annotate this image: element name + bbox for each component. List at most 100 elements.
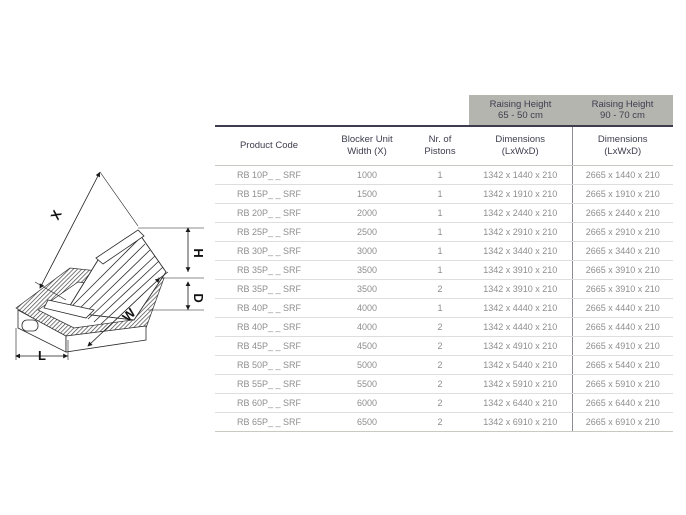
cell-blocker-width: 6000 xyxy=(323,393,411,413)
header-dim65-line2: (LxWxD) xyxy=(501,145,539,157)
banner-empty-cell xyxy=(215,95,469,126)
cell-product-code: RB 35P_ _ SRF xyxy=(215,260,323,280)
cell-dimensions-65: 1342 x 4440 x 210 xyxy=(469,298,572,318)
cell-dimensions-90: 2665 x 2910 x 210 xyxy=(571,222,673,242)
cell-nr-pistons: 2 xyxy=(411,355,469,375)
cell-dimensions-90: 2665 x 6440 x 210 xyxy=(571,393,673,413)
column-header-product-code: Product Code xyxy=(215,125,323,166)
cell-dimensions-65: 1342 x 5440 x 210 xyxy=(469,355,572,375)
dimension-label-h: H xyxy=(191,248,206,257)
cell-dimensions-90: 2665 x 4910 x 210 xyxy=(571,336,673,356)
cell-dimensions-65: 1342 x 3910 x 210 xyxy=(469,260,572,280)
cell-product-code: RB 35P_ _ SRF xyxy=(215,279,323,299)
dimension-label-d: D xyxy=(191,293,206,302)
banner-65-line1: Raising Height xyxy=(489,98,552,110)
cell-blocker-width: 4000 xyxy=(323,298,411,318)
cell-dimensions-90: 2665 x 4440 x 210 xyxy=(571,298,673,318)
table-row: RB 45P_ _ SRF 4500 2 1342 x 4910 x 210 2665 … xyxy=(215,336,673,356)
cell-dimensions-90: 2665 x 5440 x 210 xyxy=(571,355,673,375)
cell-nr-pistons: 1 xyxy=(411,165,469,185)
specification-table: Raising Height 65 - 50 cm Raising Height… xyxy=(215,95,673,432)
table-row: RB 25P_ _ SRF 2500 1 1342 x 2910 x 210 2665 … xyxy=(215,222,673,242)
header-dim65-line1: Dimensions xyxy=(495,134,546,145)
cell-product-code: RB 45P_ _ SRF xyxy=(215,336,323,356)
column-header-nr-of-pistons: Nr. of Pistons xyxy=(411,125,469,166)
banner-90-line1: Raising Height xyxy=(591,98,654,110)
cell-nr-pistons: 1 xyxy=(411,203,469,223)
table-row: RB 35P_ _ SRF 3500 2 1342 x 3910 x 210 2665 … xyxy=(215,279,673,299)
cell-blocker-width: 3500 xyxy=(323,279,411,299)
cell-dimensions-65: 1342 x 5910 x 210 xyxy=(469,374,572,394)
table-row: RB 55P_ _ SRF 5500 2 1342 x 5910 x 210 2665 … xyxy=(215,374,673,394)
cell-nr-pistons: 2 xyxy=(411,412,469,432)
cell-blocker-width: 4000 xyxy=(323,317,411,337)
product-technical-drawing: X H D W L xyxy=(8,160,213,370)
banner-raising-height-65-50: Raising Height 65 - 50 cm xyxy=(469,95,572,127)
cell-blocker-width: 5500 xyxy=(323,374,411,394)
banner-65-line2: 65 - 50 cm xyxy=(498,110,543,121)
cell-dimensions-65: 1342 x 4440 x 210 xyxy=(469,317,572,337)
cell-product-code: RB 50P_ _ SRF xyxy=(215,355,323,375)
cell-dimensions-65: 1342 x 6910 x 210 xyxy=(469,412,572,432)
cell-blocker-width: 3000 xyxy=(323,241,411,261)
banner-90-line2: 90 - 70 cm xyxy=(600,110,645,121)
raising-height-banner-row: Raising Height 65 - 50 cm Raising Height… xyxy=(215,95,673,127)
cell-product-code: RB 65P_ _ SRF xyxy=(215,412,323,432)
cell-nr-pistons: 2 xyxy=(411,336,469,356)
header-dim90-line2: (LxWxD) xyxy=(604,145,642,157)
column-header-blocker-unit-width: Blocker Unit Width (X) xyxy=(323,125,411,166)
table-row: RB 40P_ _ SRF 4000 1 1342 x 4440 x 210 2665 … xyxy=(215,298,673,318)
table-row: RB 20P_ _ SRF 2000 1 1342 x 2440 x 210 2665 … xyxy=(215,203,673,223)
cell-dimensions-65: 1342 x 1910 x 210 xyxy=(469,184,572,204)
cell-dimensions-90: 2665 x 3440 x 210 xyxy=(571,241,673,261)
dimension-label-x: X xyxy=(47,207,64,222)
cell-blocker-width: 6500 xyxy=(323,412,411,432)
cell-dimensions-65: 1342 x 3910 x 210 xyxy=(469,279,572,299)
column-header-row: Product Code Blocker Unit Width (X) Nr. … xyxy=(215,125,673,166)
cell-dimensions-65: 1342 x 6440 x 210 xyxy=(469,393,572,413)
cell-blocker-width: 4500 xyxy=(323,336,411,356)
cell-dimensions-90: 2665 x 1440 x 210 xyxy=(571,165,673,185)
blocker-body-group xyxy=(15,229,167,353)
cell-product-code: RB 60P_ _ SRF xyxy=(215,393,323,413)
cell-nr-pistons: 2 xyxy=(411,279,469,299)
cell-product-code: RB 20P_ _ SRF xyxy=(215,203,323,223)
cell-blocker-width: 1000 xyxy=(323,165,411,185)
table-row: RB 50P_ _ SRF 5000 2 1342 x 5440 x 210 2665 … xyxy=(215,355,673,375)
table-row: RB 35P_ _ SRF 3500 1 1342 x 3910 x 210 2665 … xyxy=(215,260,673,280)
cell-product-code: RB 10P_ _ SRF xyxy=(215,165,323,185)
header-pistons-line2: Pistons xyxy=(424,145,456,157)
cell-dimensions-65: 1342 x 1440 x 210 xyxy=(469,165,572,185)
cell-nr-pistons: 1 xyxy=(411,260,469,280)
table-row: RB 10P_ _ SRF 1000 1 1342 x 1440 x 210 2665 … xyxy=(215,165,673,185)
dimension-annotations xyxy=(15,171,204,360)
table-row: RB 30P_ _ SRF 3000 1 1342 x 3440 x 210 2665 … xyxy=(215,241,673,261)
cell-dimensions-65: 1342 x 2440 x 210 xyxy=(469,203,572,223)
table-body: RB 10P_ _ SRF 1000 1 1342 x 1440 x 210 2665 … xyxy=(215,165,673,432)
cell-dimensions-90: 2665 x 3910 x 210 xyxy=(571,260,673,280)
cell-dimensions-65: 1342 x 4910 x 210 xyxy=(469,336,572,356)
cell-dimensions-90: 2665 x 5910 x 210 xyxy=(571,374,673,394)
cell-nr-pistons: 2 xyxy=(411,317,469,337)
cell-dimensions-90: 2665 x 3910 x 210 xyxy=(571,279,673,299)
cell-blocker-width: 2500 xyxy=(323,222,411,242)
cell-dimensions-65: 1342 x 2910 x 210 xyxy=(469,222,572,242)
table-row: RB 40P_ _ SRF 4000 2 1342 x 4440 x 210 2665 … xyxy=(215,317,673,337)
cell-blocker-width: 5000 xyxy=(323,355,411,375)
table-row: RB 15P_ _ SRF 1500 1 1342 x 1910 x 210 2665 … xyxy=(215,184,673,204)
specification-table-container: Raising Height 65 - 50 cm Raising Height… xyxy=(215,95,673,432)
header-pistons-line1: Nr. of xyxy=(428,134,452,145)
cell-product-code: RB 15P_ _ SRF xyxy=(215,184,323,204)
header-dim90-line1: Dimensions xyxy=(597,134,648,145)
header-code-line1: Product Code xyxy=(239,139,299,151)
cell-dimensions-90: 2665 x 4440 x 210 xyxy=(571,317,673,337)
cell-product-code: RB 25P_ _ SRF xyxy=(215,222,323,242)
cell-dimensions-90: 2665 x 2440 x 210 xyxy=(571,203,673,223)
cell-blocker-width: 3500 xyxy=(323,260,411,280)
cell-product-code: RB 40P_ _ SRF xyxy=(215,317,323,337)
table-row: RB 65P_ _ SRF 6500 2 1342 x 6910 x 210 2665 … xyxy=(215,412,673,432)
column-header-dimensions-90: Dimensions (LxWxD) xyxy=(571,126,673,166)
cell-dimensions-90: 2665 x 1910 x 210 xyxy=(571,184,673,204)
cell-nr-pistons: 1 xyxy=(411,241,469,261)
cell-product-code: RB 30P_ _ SRF xyxy=(215,241,323,261)
